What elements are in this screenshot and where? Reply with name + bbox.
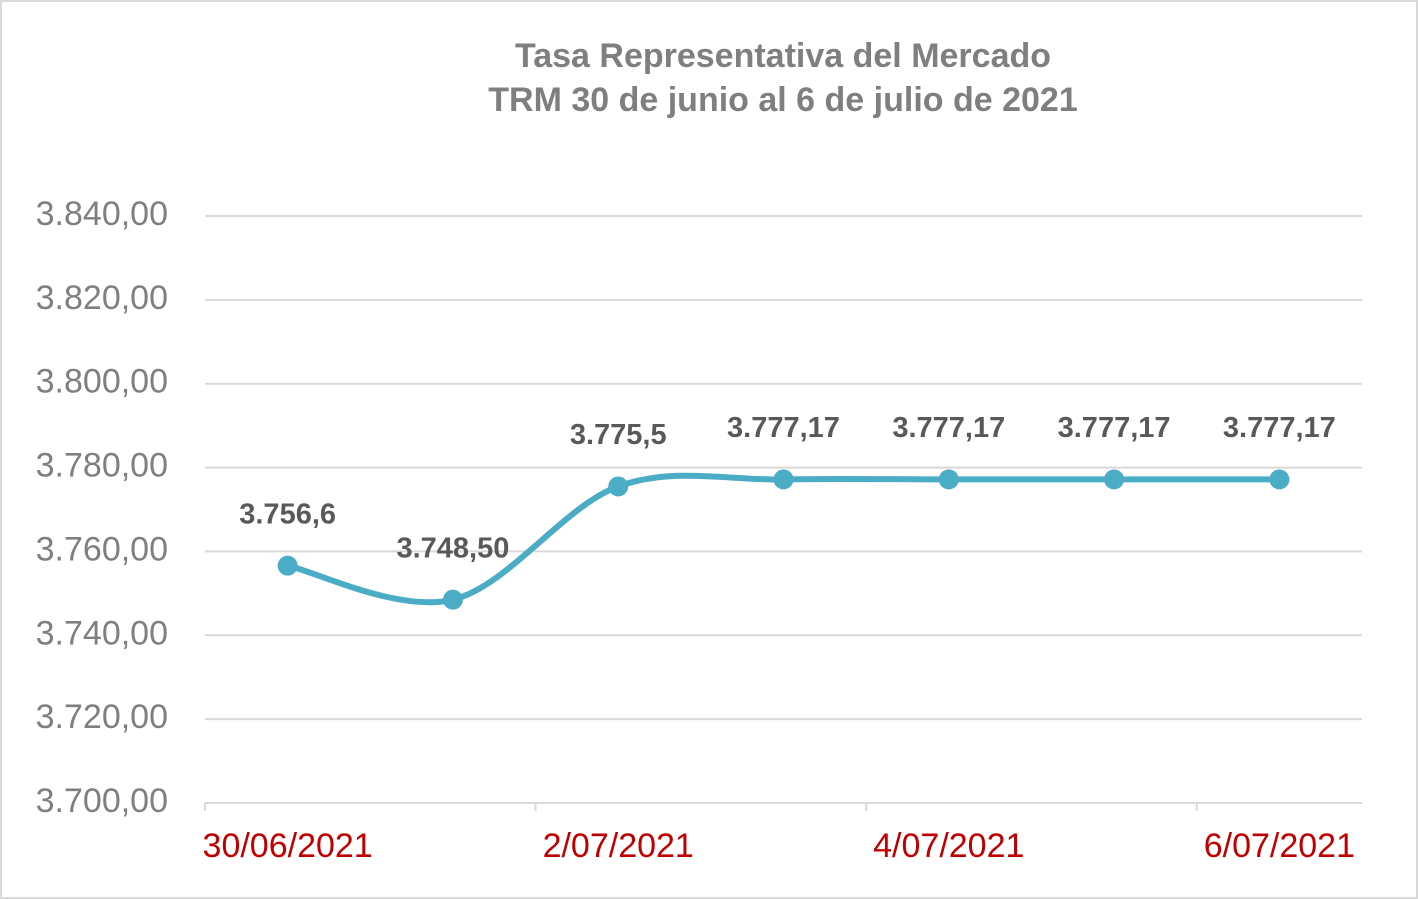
data-label: 3.777,17 [892, 412, 1005, 444]
x-tick-label: 6/07/2021 [1204, 827, 1355, 865]
data-label: 3.777,17 [727, 412, 840, 444]
data-point [442, 589, 463, 610]
x-tick-label: 30/06/2021 [203, 827, 373, 865]
data-point [277, 555, 298, 576]
data-point [1269, 469, 1290, 490]
x-tick-label: 4/07/2021 [873, 827, 1024, 865]
y-tick-label: 3.760,00 [36, 530, 168, 568]
data-point [1104, 469, 1125, 490]
data-label: 3.756,6 [239, 498, 336, 530]
data-point [773, 469, 794, 490]
y-tick-label: 3.700,00 [36, 782, 168, 820]
chart-subtitle: TRM 30 de junio al 6 de julio de 2021 [488, 81, 1078, 119]
x-tick-label: 2/07/2021 [543, 827, 694, 865]
y-tick-label: 3.840,00 [36, 195, 168, 233]
data-point [938, 469, 959, 490]
data-label: 3.775,5 [570, 419, 667, 451]
y-tick-label: 3.800,00 [36, 363, 168, 401]
y-tick-label: 3.720,00 [36, 698, 168, 736]
data-label: 3.777,17 [1058, 412, 1171, 444]
data-point [608, 476, 629, 497]
data-label: 3.748,50 [396, 532, 509, 564]
y-tick-label: 3.780,00 [36, 447, 168, 485]
y-tick-label: 3.820,00 [36, 279, 168, 317]
y-tick-label: 3.740,00 [36, 614, 168, 652]
data-label: 3.777,17 [1223, 412, 1336, 444]
chart-title: Tasa Representativa del Mercado [515, 37, 1051, 75]
